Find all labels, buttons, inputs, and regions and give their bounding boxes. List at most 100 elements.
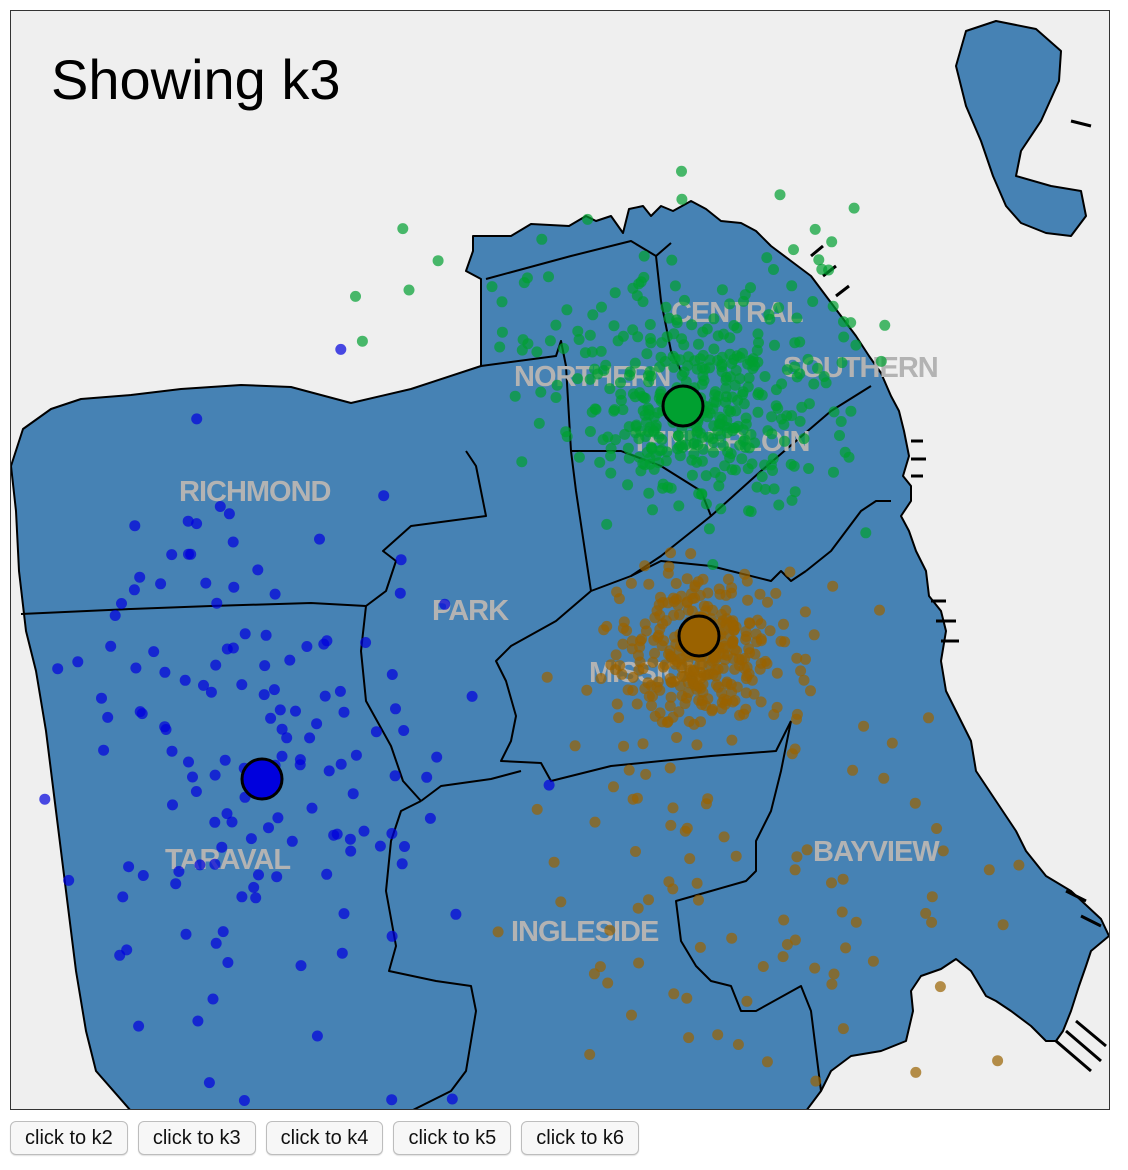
incident-point [773,302,785,314]
incident-point [558,343,570,354]
incident-point [617,404,629,416]
incident-point [726,734,738,746]
incident-point [738,708,750,720]
incident-point [681,992,693,1004]
incident-point [755,657,767,669]
incident-point [743,372,755,384]
incident-point [633,957,645,969]
incident-point [166,745,178,757]
incident-point [768,483,780,495]
incident-point [717,662,729,674]
incident-point [269,588,281,600]
incident-point [222,957,234,968]
incident-point [260,629,272,641]
k3-button[interactable]: click to k3 [137,1121,256,1155]
incident-point [712,681,724,693]
incident-point [708,313,720,325]
incident-point [647,656,659,668]
incident-point [634,656,646,668]
incident-point [137,870,149,881]
incident-point [516,456,528,468]
incident-point [698,375,710,386]
incident-point [615,394,627,406]
incident-point [191,413,203,425]
incident-point [682,687,694,699]
mainland [11,200,1109,1109]
incident-point [778,914,790,926]
k6-button[interactable]: click to k6 [521,1121,640,1155]
incident-point [311,1030,323,1042]
incident-point [648,411,660,423]
incident-point [805,685,816,697]
k4-button[interactable]: click to k4 [265,1121,384,1155]
incident-point [268,684,280,696]
incident-point [715,503,727,515]
incident-point [808,629,820,641]
incident-point [660,301,672,313]
incident-point [696,699,708,710]
incident-point [788,244,799,256]
incident-point [708,446,719,458]
incident-point [773,499,785,511]
incident-point [718,693,730,705]
incident-point [743,617,755,629]
incident-point [791,312,803,324]
k2-button[interactable]: click to k2 [10,1121,128,1155]
incident-point [347,788,359,800]
incident-point [723,573,734,585]
incident-point [713,480,725,492]
incident-point [848,202,860,214]
cluster-blue-centroid [240,757,284,801]
incident-point [518,277,530,289]
incident-point [676,662,688,674]
incident-point [752,356,764,368]
incident-point [755,635,767,647]
incident-point [803,398,815,410]
incident-point [496,326,508,338]
incident-point [203,1077,215,1089]
incident-point [673,609,685,621]
incident-point [789,934,801,946]
incident-point [649,612,661,624]
incident-point [638,250,650,262]
incident-point [727,635,739,647]
incident-point [596,301,607,313]
incident-point [688,448,700,460]
incident-point [595,673,607,684]
incident-point [836,357,848,369]
incident-point [624,366,636,378]
incident-point [686,605,698,617]
incident-point [128,584,140,596]
incident-point [656,434,668,446]
incident-point [789,743,801,755]
incident-point [281,732,293,744]
incident-point [643,487,655,499]
incident-point [648,425,659,437]
incident-point [723,404,735,416]
incident-point [774,189,786,201]
incident-point [640,625,652,637]
incident-point [661,446,673,458]
incident-point [611,698,623,710]
incident-point [828,406,840,418]
incident-point [718,648,730,660]
incident-point [250,892,262,904]
incident-point [779,435,790,447]
incident-point [386,828,398,839]
incident-point [198,679,209,691]
incident-point [742,463,754,475]
points-layer [39,165,1025,1106]
incident-point [728,320,740,331]
incident-point [192,1015,204,1027]
incident-point [167,799,178,811]
incident-point [738,662,750,674]
incident-point [334,685,346,697]
incident-point [791,652,803,664]
incident-point [676,193,688,205]
incident-point [810,1075,822,1087]
k5-button[interactable]: click to k5 [393,1121,512,1155]
incident-point [286,835,298,847]
incident-point [543,271,554,283]
incident-point [686,469,698,481]
incident-point [679,825,691,837]
